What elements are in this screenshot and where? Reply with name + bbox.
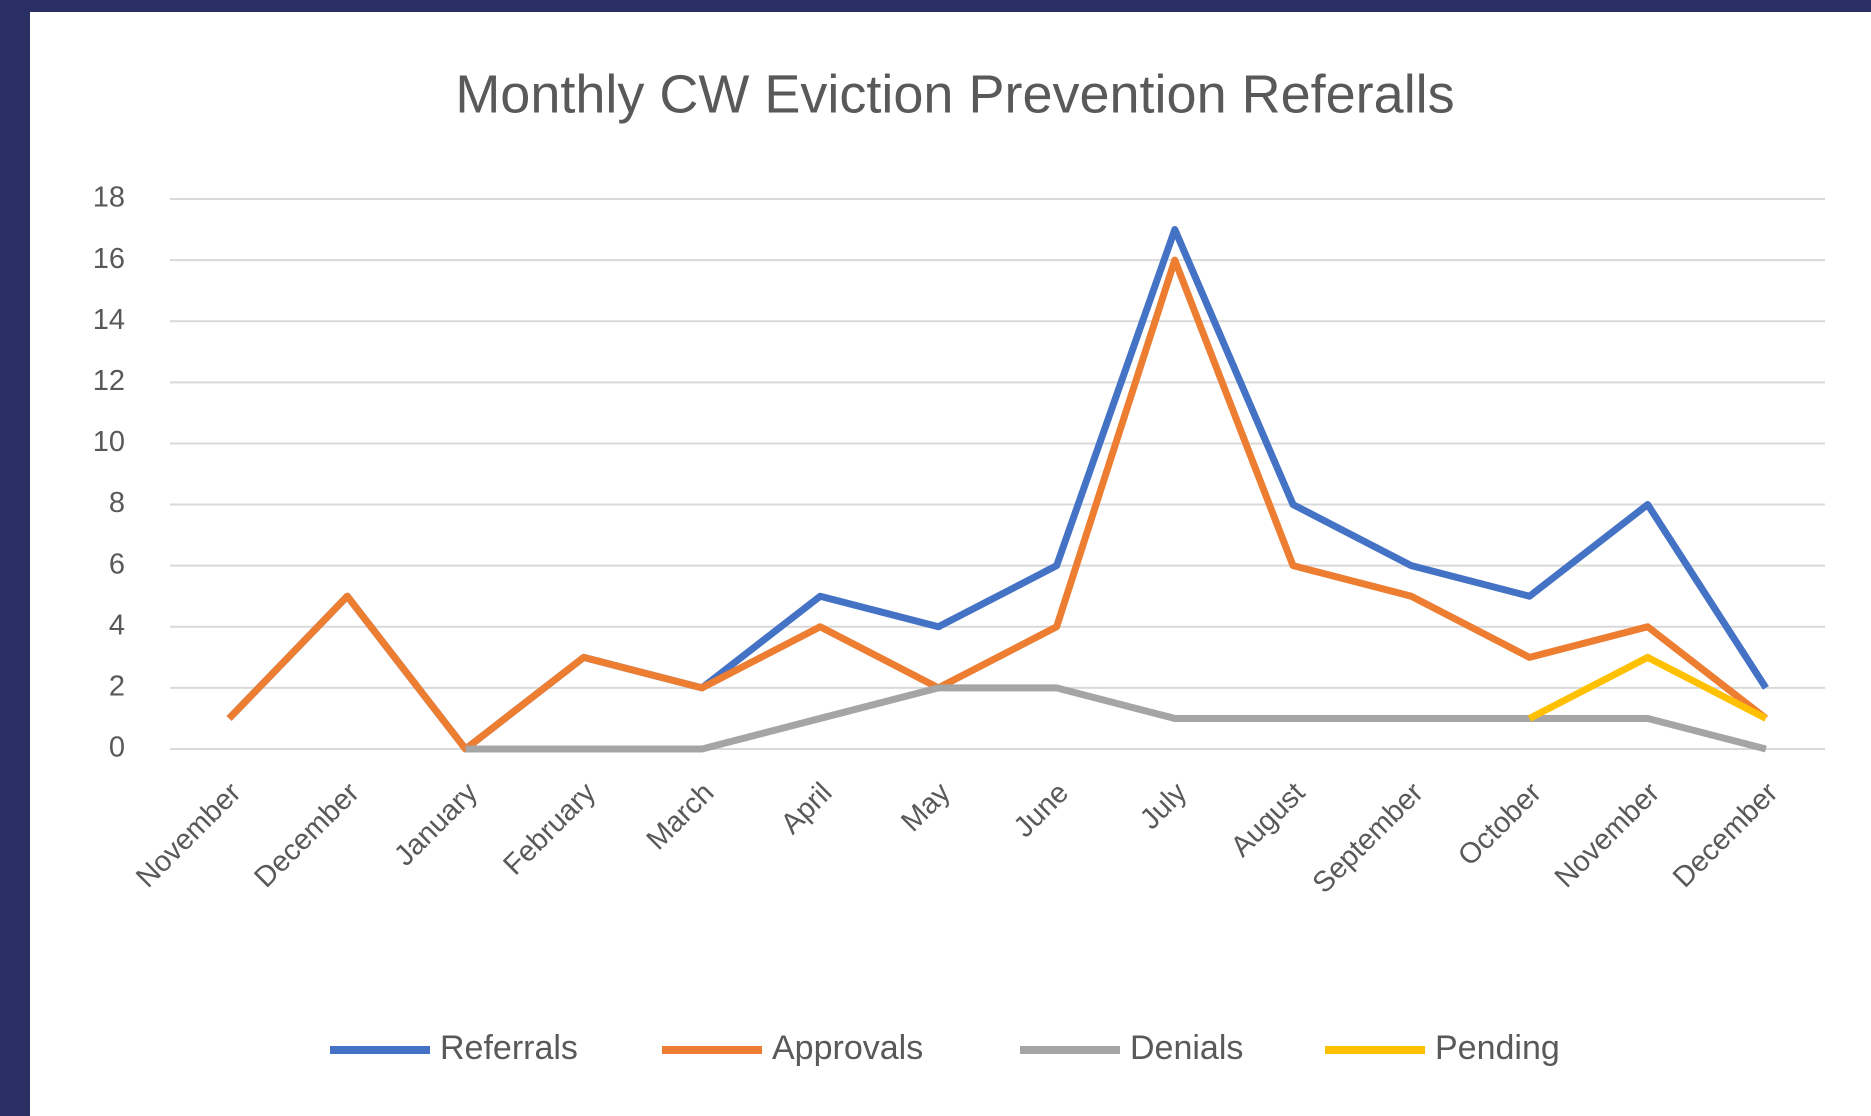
y-tick-label: 0 [109,732,125,764]
y-tick-label: 2 [109,671,125,703]
y-tick-label: 12 [93,365,125,397]
series-line [226,256,1769,753]
y-tick-label: 8 [109,487,125,519]
legend-label: Referrals [440,1029,578,1067]
y-tick-label: 10 [93,426,125,458]
y-tick-label: 18 [93,182,125,214]
legend-label: Denials [1130,1029,1243,1067]
y-tick-label: 16 [93,243,125,275]
chart-panel [30,12,1871,1116]
legend-label: Pending [1435,1029,1560,1067]
y-tick-label: 14 [93,304,125,336]
legend-label: Approvals [772,1029,923,1067]
series-line [465,684,1767,753]
series-line [1527,653,1768,722]
chart-title: Monthly CW Eviction Prevention Referalls [455,64,1454,124]
y-tick-label: 6 [109,548,125,580]
y-tick-label: 4 [109,609,125,641]
